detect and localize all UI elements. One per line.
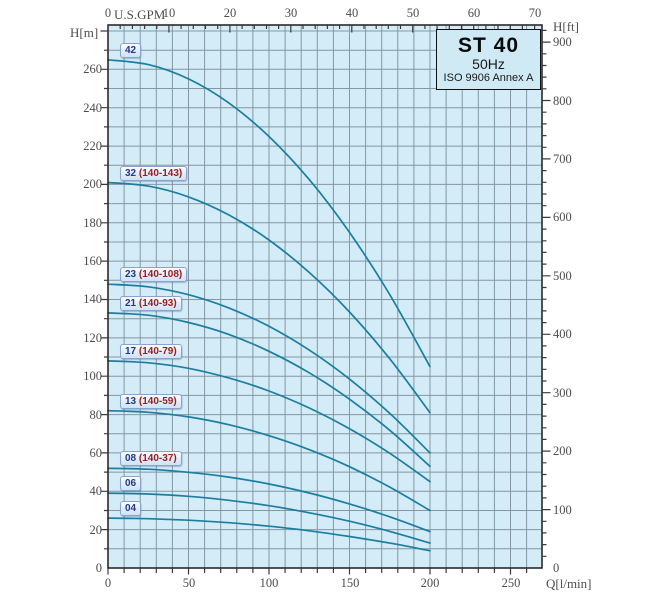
curve-label-23: 23 (140-108) (120, 267, 188, 282)
gpm-tick-label-20: 20 (223, 6, 237, 20)
gpm-tick-label-50: 50 (406, 6, 420, 20)
meter-tick-label-60: 60 (89, 446, 103, 460)
top-axis-unit-label: U.S.GPM (114, 7, 166, 22)
stage-count-label: 04 (125, 503, 137, 514)
lmin-tick-label-50: 50 (182, 576, 196, 590)
gpm-tick-label-40: 40 (345, 6, 359, 20)
bottom-axis-unit-label: Q[l/min] (546, 576, 592, 591)
stage-count-label: 08 (125, 453, 137, 464)
variant-label: (140-93) (136, 298, 177, 309)
variant-label: (140-59) (136, 396, 177, 407)
pump-curve-06 (107, 492, 431, 544)
pump-curve-17 (107, 360, 431, 483)
left-axis-unit-label: H[m] (70, 25, 99, 40)
curve-label-21: 21 (140-93) (120, 296, 182, 311)
meter-tick-label-180: 180 (83, 216, 102, 230)
stage-count-label: 21 (125, 298, 137, 309)
meter-tick-label-20: 20 (89, 523, 103, 537)
standard-label: ISO 9906 Annex A (443, 71, 534, 84)
variant-label: (140-37) (136, 453, 177, 464)
gpm-tick-label-60: 60 (467, 6, 481, 20)
feet-tick-label-0: 0 (553, 561, 560, 575)
meter-tick-label-140: 140 (83, 292, 102, 306)
feet-tick-label-300: 300 (553, 386, 572, 400)
variant-label: (140-143) (136, 168, 183, 179)
feet-tick-label-600: 600 (553, 210, 572, 224)
stage-count-label: 06 (125, 478, 137, 489)
curve-label-08: 08 (140-37) (120, 451, 182, 466)
meter-tick-label-100: 100 (83, 369, 102, 383)
title-box: ST 40 50Hz ISO 9906 Annex A (436, 29, 541, 90)
stage-count-label: 23 (125, 269, 137, 280)
meter-tick-label-0: 0 (95, 561, 102, 575)
pump-curve-32 (107, 181, 431, 414)
gpm-tick-label-10: 10 (162, 6, 176, 20)
pump-curve-42 (107, 58, 431, 368)
feet-tick-label-100: 100 (553, 503, 572, 517)
curve-label-42: 42 (120, 43, 142, 58)
meter-tick-label-220: 220 (83, 139, 102, 153)
pump-curve-08 (107, 467, 431, 533)
pump-curve-23 (107, 283, 431, 454)
curve-label-04: 04 (120, 501, 142, 516)
meter-tick-label-200: 200 (83, 177, 102, 191)
feet-tick-label-700: 700 (553, 152, 572, 166)
stage-count-label: 32 (125, 168, 137, 179)
gpm-tick-label-30: 30 (284, 6, 298, 20)
pump-curve-13 (107, 409, 431, 512)
feet-tick-label-500: 500 (553, 269, 572, 283)
curve-label-06: 06 (120, 476, 142, 491)
variant-label: (140-79) (136, 346, 177, 357)
right-axis-unit-label: H[ft] (553, 19, 579, 34)
pump-model-title: ST 40 (457, 33, 520, 57)
frequency-label: 50Hz (472, 55, 505, 72)
lmin-tick-label-150: 150 (340, 576, 360, 590)
feet-tick-label-200: 200 (553, 444, 572, 458)
meter-tick-label-240: 240 (83, 101, 102, 115)
gpm-tick-label-0: 0 (104, 6, 112, 20)
axis-ticks (100, 25, 551, 575)
curve-label-13: 13 (140-59) (120, 394, 182, 409)
stage-count-label: 17 (125, 346, 137, 357)
stage-count-label: 42 (125, 45, 137, 56)
feet-tick-label-400: 400 (553, 327, 572, 341)
feet-tick-label-800: 800 (553, 94, 572, 108)
meter-tick-label-40: 40 (89, 484, 103, 498)
lmin-tick-label-250: 250 (501, 576, 521, 590)
feet-tick-label-900: 900 (553, 35, 572, 49)
variant-label: (140-108) (136, 269, 183, 280)
pump-curve-21 (107, 312, 431, 468)
lmin-tick-label-100: 100 (259, 576, 279, 590)
gpm-tick-label-70: 70 (528, 6, 542, 20)
curve-label-17: 17 (140-79) (120, 344, 182, 359)
plot-frame (107, 24, 543, 569)
lmin-tick-label-200: 200 (420, 576, 440, 590)
meter-tick-label-80: 80 (89, 408, 103, 422)
meter-tick-label-160: 160 (83, 254, 102, 268)
stage-count-label: 13 (125, 396, 137, 407)
lmin-tick-label-0: 0 (104, 576, 112, 590)
meter-tick-label-260: 260 (83, 62, 102, 76)
meter-tick-label-120: 120 (83, 331, 102, 345)
curve-label-32: 32 (140-143) (120, 166, 188, 181)
pump-curve-04 (107, 517, 431, 552)
